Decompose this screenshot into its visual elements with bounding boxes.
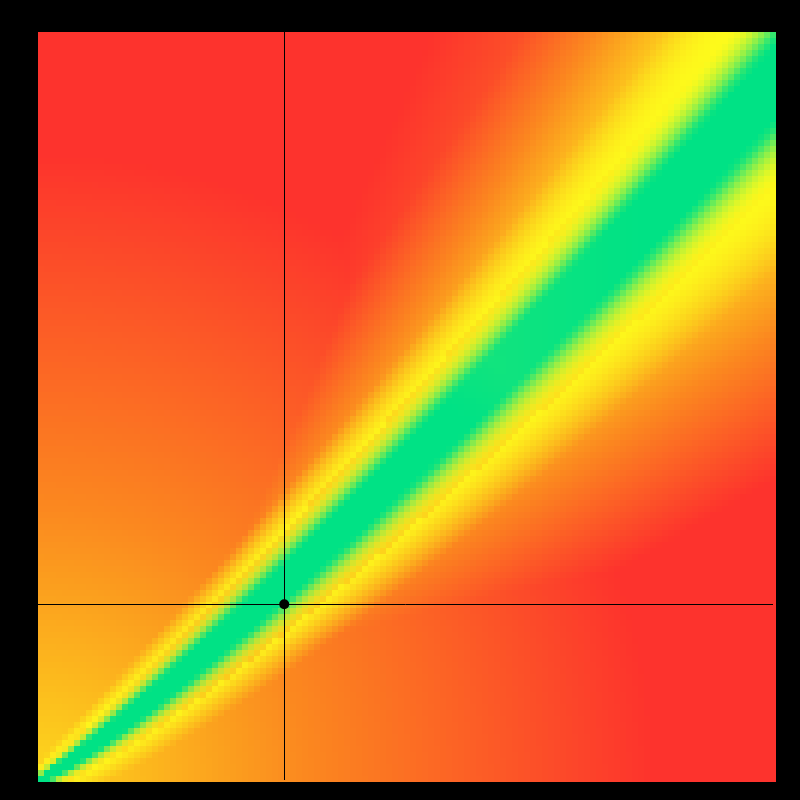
chart-container: TheBottleneck.com (0, 0, 800, 800)
heatmap-canvas (0, 0, 800, 800)
